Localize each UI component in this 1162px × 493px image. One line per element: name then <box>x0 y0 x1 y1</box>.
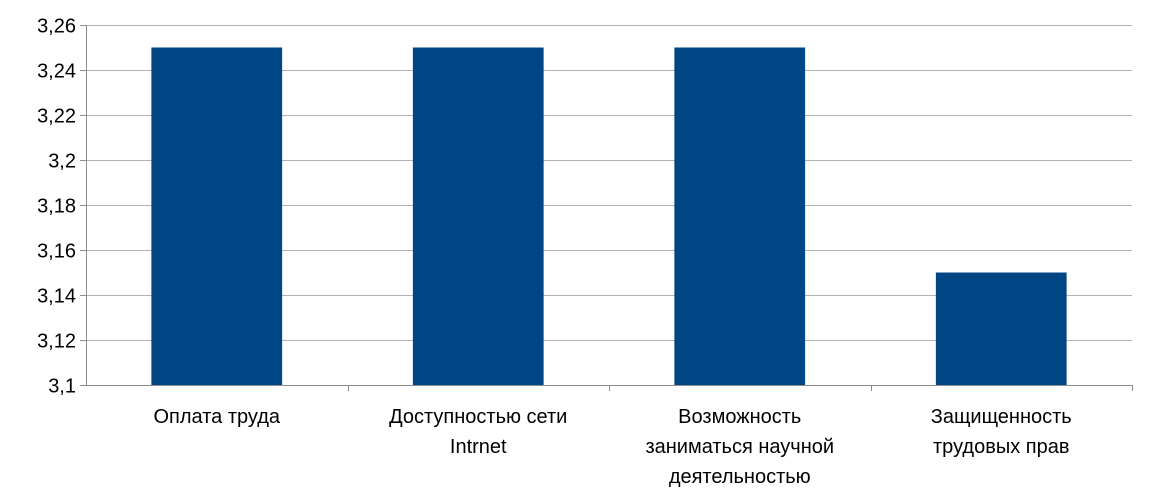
x-category-label: Защищенность трудовых прав <box>931 406 1072 458</box>
y-tick-label: 3,14 <box>37 286 76 308</box>
y-tick-label: 3,26 <box>37 16 76 38</box>
y-tick-labels: 3,1 3,12 3,14 3,16 3,18 3,2 3,22 3,24 3,26 <box>37 16 76 398</box>
y-tick-label: 3,2 <box>48 151 76 173</box>
y-tick-label: 3,18 <box>37 196 76 218</box>
y-tick-label: 3,22 <box>37 106 76 128</box>
axes <box>80 25 1133 391</box>
x-category-label: Доступностью сети Intrnet <box>389 406 567 458</box>
y-tick-label: 3,16 <box>37 241 76 263</box>
y-tick-label: 3,1 <box>48 376 76 398</box>
y-tick-label: 3,24 <box>37 61 76 83</box>
bar <box>935 272 1067 385</box>
x-category-label: Оплата труда <box>153 406 280 428</box>
bar <box>151 47 283 385</box>
bar <box>674 47 806 385</box>
x-category-label: Возможность заниматься научной деятельност… <box>645 406 834 488</box>
y-tick-label: 3,12 <box>37 331 76 353</box>
x-category-labels: Оплата труда Доступностью сети Intrnet Возм… <box>153 406 1071 488</box>
bars <box>151 47 1067 385</box>
bar <box>412 47 544 385</box>
